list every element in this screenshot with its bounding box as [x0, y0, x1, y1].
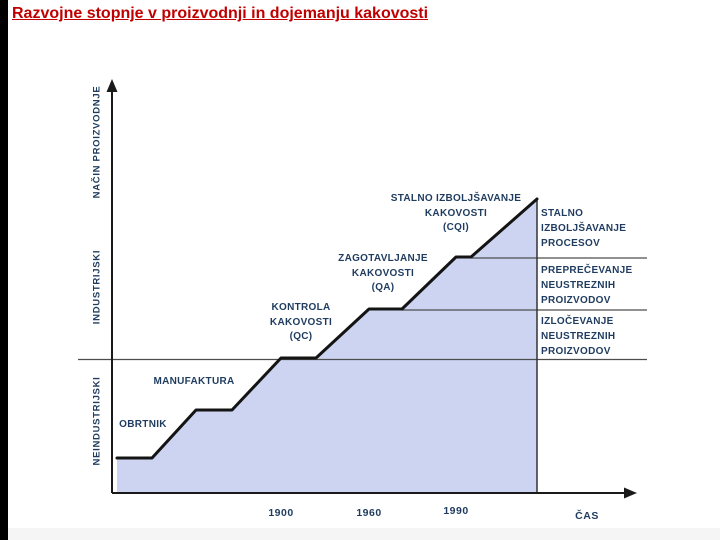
y-axis-zone-industrial: INDUSTRIJSKI — [91, 249, 103, 325]
stage-label-qc: KONTROLA KAKOVOSTI (QC) — [269, 302, 333, 342]
bottom-edge-strip — [8, 528, 720, 540]
slide-title: Razvojne stopnje v proizvodnji in dojema… — [12, 5, 429, 22]
stage-label-obrtnik: OBRTNIK — [119, 419, 167, 430]
y-axis-zone-nonindustrial: NEINDUSTRIJSKI — [91, 376, 103, 466]
stair-area-fill — [117, 199, 537, 492]
x-tick-1960: 1960 — [356, 507, 382, 519]
right-label-process-improvement: STALNO IZBOLJŠAVANJE PROCESOV — [541, 208, 627, 249]
stage-label-qa: ZAGOTAVLJANJE KAKOVOSTI (QA) — [338, 253, 428, 293]
x-axis-arrow-icon — [624, 487, 637, 499]
x-tick-1900: 1900 — [268, 507, 294, 519]
left-edge-bar — [0, 0, 8, 540]
x-axis-label: ČAS — [575, 510, 599, 522]
y-axis-arrow-icon — [106, 79, 118, 92]
right-label-rejection: IZLOČEVANJE NEUSTREZNIH PROIZVODOV — [541, 316, 616, 357]
stage-label-cqi: STALNO IZBOLJŠAVANJE KAKOVOSTI (CQI) — [390, 193, 522, 233]
stage-label-manufaktura: MANUFAKTURA — [153, 376, 235, 387]
stair-line — [115, 197, 539, 460]
right-label-prevention: PREPREČEVANJE NEUSTREZNIH PROIZVODOV — [541, 265, 633, 306]
x-tick-1990: 1990 — [443, 505, 469, 517]
y-axis-title: NAČIN PROIZVODNJE — [91, 85, 103, 199]
